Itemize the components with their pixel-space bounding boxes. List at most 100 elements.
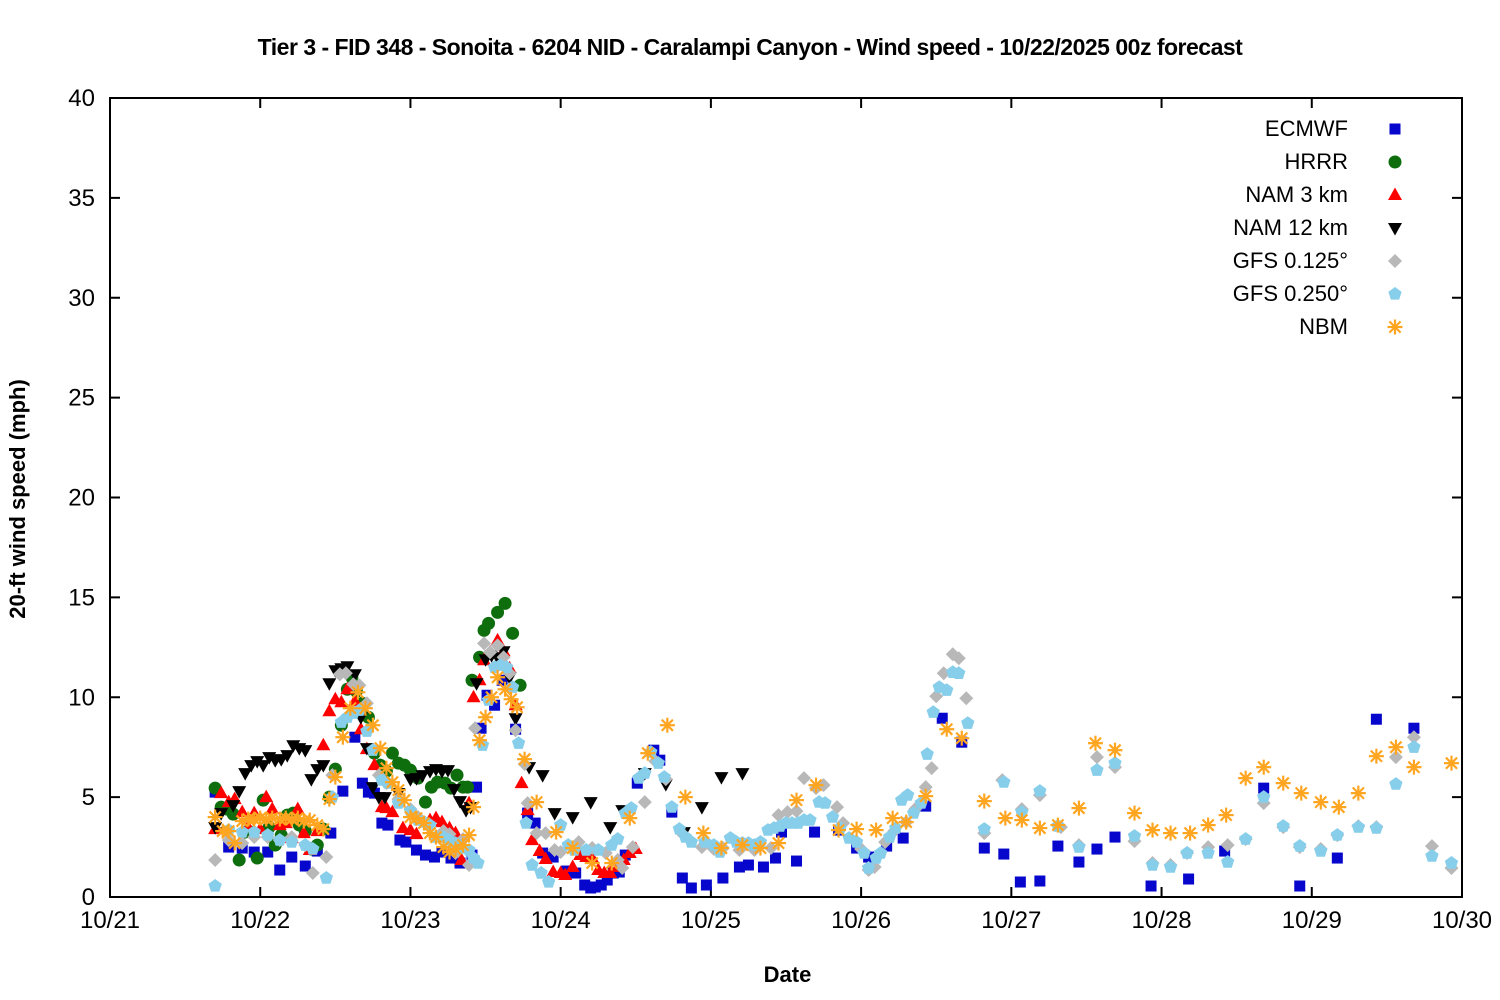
ecmwf-point	[325, 827, 337, 839]
gfs-0-250-point	[1145, 858, 1160, 871]
gfs-0-250-point	[1090, 763, 1104, 776]
gfs-0-125-point	[637, 795, 652, 810]
nbm-point	[472, 732, 488, 748]
nbm-point	[408, 810, 424, 826]
nam-12-km-point	[250, 756, 265, 769]
ecmwf-point	[1014, 876, 1026, 888]
legend-item-nam-12-km: NAM 12 km	[1233, 211, 1406, 244]
nam-3-km-point	[532, 843, 547, 857]
legend-label-nam-12-km: NAM 12 km	[1233, 214, 1348, 240]
y-tick-label: 40	[68, 85, 95, 112]
nam-12-km-point	[322, 678, 337, 691]
nam-12-km-point	[232, 786, 247, 799]
nbm-point	[770, 835, 786, 851]
ecmwf-point	[700, 879, 712, 891]
ecmwf-point	[356, 777, 368, 789]
gfs-0-250-point	[1351, 820, 1365, 833]
nbm-point	[1200, 817, 1216, 833]
ecmwf-point	[1109, 831, 1121, 843]
ecmwf-point	[978, 842, 990, 854]
legend-label-nbm: NBM	[1299, 313, 1348, 339]
ecmwf-point	[1145, 880, 1157, 892]
gfs-0-250-point	[247, 825, 261, 838]
nam-3-km-point	[466, 689, 481, 703]
gfs-0-250-point	[319, 871, 333, 884]
nbm-point	[1107, 742, 1123, 758]
nbm-point	[529, 794, 545, 810]
ecmwf-marker-icon	[1389, 123, 1401, 134]
legend-item-hrrr: HRRR	[1233, 145, 1406, 178]
ecmwf-point	[1073, 856, 1085, 868]
ecmwf-point	[274, 864, 286, 876]
nbm-point	[640, 745, 656, 761]
nam-3-km-point	[316, 737, 331, 751]
gfs-0-250-point	[926, 705, 940, 718]
ecmwf-point	[570, 867, 582, 879]
gfs-0-125-point	[483, 645, 498, 660]
nam-3-km-point	[514, 775, 529, 789]
nam-12-km-point	[280, 750, 295, 763]
nbm-point	[808, 777, 824, 793]
gfs-0-250-marker-icon	[1388, 286, 1402, 300]
gfs-0-250-point	[873, 846, 888, 859]
nbm-point	[478, 709, 494, 725]
ecmwf-point	[742, 859, 754, 871]
nbm-point	[484, 689, 500, 705]
nam-3-km-point	[603, 865, 618, 879]
y-tick-label: 15	[68, 584, 95, 611]
gfs-0-250-point	[1163, 860, 1178, 873]
nam-12-km-point	[214, 808, 229, 821]
ecmwf-point	[445, 852, 457, 864]
ecmwf-point	[337, 785, 349, 797]
nam-3-km-marker-icon	[1388, 187, 1402, 200]
x-axis-title: Date	[763, 962, 812, 987]
nam-12-km-point	[208, 822, 223, 835]
nam-12-km-point	[441, 765, 455, 778]
gfs-0-250-point	[1072, 840, 1086, 853]
nbm-point	[565, 840, 581, 856]
gfs-0-125-point	[780, 805, 795, 820]
nbm-point	[789, 792, 805, 808]
gfs-0-250-point	[657, 770, 671, 783]
hrrr-point	[491, 605, 505, 619]
legend-label-ecmwf: ECMWF	[1264, 115, 1348, 141]
nbm-point	[734, 837, 750, 853]
ecmwf-point	[791, 855, 803, 867]
nam-12-km-point	[304, 774, 319, 787]
nbm-point	[954, 730, 970, 746]
ecmwf-point	[998, 848, 1010, 860]
nbm-point	[1238, 770, 1254, 786]
hrrr-point	[385, 746, 399, 760]
gfs-0-250-point	[1180, 846, 1194, 859]
nam-12-km-point	[365, 782, 380, 795]
nbm-point	[677, 789, 693, 805]
nam-3-km-point	[434, 814, 449, 828]
x-tick-label: 10/24	[531, 907, 591, 934]
gfs-0-250-point	[1444, 856, 1459, 869]
y-tick-label: 30	[68, 285, 95, 312]
gfs-0-125-point	[477, 636, 492, 651]
ecmwf-point	[547, 851, 559, 863]
gfs-0-125-point	[789, 804, 804, 819]
ecmwf-point	[436, 846, 448, 858]
ecmwf-point	[936, 712, 948, 724]
x-tick-label: 10/23	[380, 907, 440, 934]
gfs-0-250-point	[624, 801, 638, 814]
ecmwf-point	[1219, 845, 1231, 857]
series-gfs-0-250	[208, 658, 1459, 892]
nam-12-km-point	[226, 800, 241, 813]
nbm-point	[1050, 817, 1066, 833]
nbm-point	[898, 814, 914, 830]
nbm-point	[1087, 735, 1103, 751]
gfs-0-250-point	[591, 843, 605, 856]
ecmwf-point	[1183, 873, 1195, 885]
gfs-0-250-point	[861, 861, 876, 874]
nbm-point	[868, 822, 884, 838]
nbm-point	[227, 835, 243, 851]
nbm-point	[1350, 785, 1366, 801]
gfs-0-125-point	[625, 840, 640, 855]
gfs-0-125-point	[924, 761, 939, 776]
gfs-0-250-point	[977, 822, 991, 835]
legend-label-gfs-0-250: GFS 0.250°	[1232, 280, 1348, 306]
nbm-point	[302, 812, 318, 828]
